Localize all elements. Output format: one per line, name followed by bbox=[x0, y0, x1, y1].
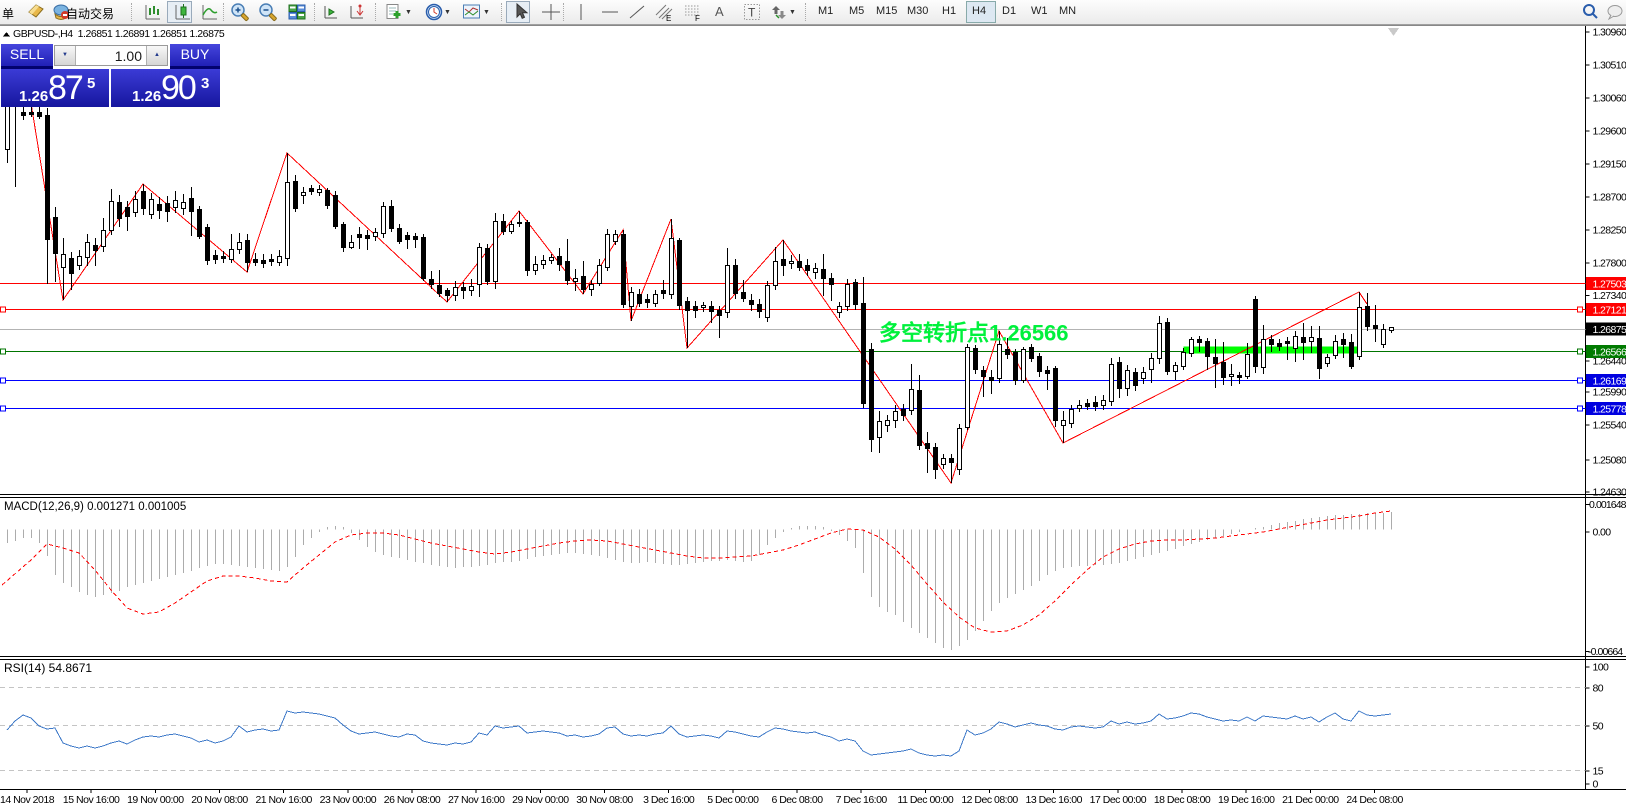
svg-text:1.29150: 1.29150 bbox=[1593, 159, 1626, 171]
svg-text:23 Nov 00:00: 23 Nov 00:00 bbox=[320, 794, 377, 806]
svg-text:E: E bbox=[666, 14, 671, 22]
svg-text:1.27121: 1.27121 bbox=[1593, 305, 1626, 317]
svg-text:17 Dec 00:00: 17 Dec 00:00 bbox=[1090, 794, 1147, 806]
svg-text:MACD(12,26,9) 0.001271 0.00100: MACD(12,26,9) 0.001271 0.001005 bbox=[4, 501, 186, 513]
svg-text:27 Nov 16:00: 27 Nov 16:00 bbox=[448, 794, 505, 806]
svg-text:19 Dec 16:00: 19 Dec 16:00 bbox=[1218, 794, 1275, 806]
svg-text:13 Dec 16:00: 13 Dec 16:00 bbox=[1025, 794, 1082, 806]
svg-text:T: T bbox=[748, 6, 756, 20]
svg-text:24 Dec 08:00: 24 Dec 08:00 bbox=[1346, 794, 1403, 806]
svg-text:29 Nov 00:00: 29 Nov 00:00 bbox=[512, 794, 569, 806]
svg-text:1.26440: 1.26440 bbox=[1593, 356, 1626, 368]
svg-text:GBPUSD-,H4 1.26851 1.26891 1.: GBPUSD-,H4 1.26851 1.26891 1.26851 1.268… bbox=[13, 28, 225, 40]
svg-text:-0.00664: -0.00664 bbox=[1588, 646, 1623, 658]
svg-text:1.26169: 1.26169 bbox=[1593, 376, 1626, 388]
svg-text:0.00: 0.00 bbox=[1593, 527, 1612, 539]
svg-text:1.30060: 1.30060 bbox=[1593, 93, 1626, 105]
svg-text:0: 0 bbox=[1593, 779, 1599, 791]
svg-text:80: 80 bbox=[1593, 683, 1604, 695]
svg-text:1.27503: 1.27503 bbox=[1593, 279, 1626, 291]
svg-text:18 Dec 08:00: 18 Dec 08:00 bbox=[1154, 794, 1211, 806]
svg-text:12 Dec 08:00: 12 Dec 08:00 bbox=[961, 794, 1018, 806]
svg-text:19 Nov 00:00: 19 Nov 00:00 bbox=[127, 794, 184, 806]
svg-text:1.28250: 1.28250 bbox=[1593, 225, 1626, 237]
svg-text:5 Dec 00:00: 5 Dec 00:00 bbox=[707, 794, 759, 806]
svg-text:11 Dec 00:00: 11 Dec 00:00 bbox=[898, 794, 954, 806]
svg-text:1.26875: 1.26875 bbox=[1593, 324, 1626, 336]
svg-text:3 Dec 16:00: 3 Dec 16:00 bbox=[643, 794, 695, 806]
svg-text:100: 100 bbox=[1593, 662, 1609, 674]
svg-text:21 Dec 00:00: 21 Dec 00:00 bbox=[1282, 794, 1339, 806]
svg-text:1.27340: 1.27340 bbox=[1593, 290, 1626, 302]
svg-text:1.30510: 1.30510 bbox=[1593, 60, 1626, 72]
svg-text:1.27800: 1.27800 bbox=[1593, 258, 1626, 270]
svg-text:RSI(14) 54.8671: RSI(14) 54.8671 bbox=[4, 661, 92, 675]
svg-text:14 Nov 2018: 14 Nov 2018 bbox=[0, 794, 55, 806]
svg-text:20 Nov 08:00: 20 Nov 08:00 bbox=[191, 794, 248, 806]
svg-text:1.25540: 1.25540 bbox=[1593, 420, 1626, 432]
svg-text:0.001648: 0.001648 bbox=[1589, 499, 1626, 511]
svg-text:50: 50 bbox=[1593, 721, 1604, 733]
svg-text:1.25990: 1.25990 bbox=[1593, 387, 1626, 399]
svg-text:6 Dec 08:00: 6 Dec 08:00 bbox=[771, 794, 823, 806]
svg-text:26 Nov 08:00: 26 Nov 08:00 bbox=[384, 794, 441, 806]
svg-text:F: F bbox=[695, 14, 700, 22]
svg-text:1.25778: 1.25778 bbox=[1593, 404, 1626, 416]
svg-text:1.28700: 1.28700 bbox=[1593, 192, 1626, 204]
svg-text:1.29600: 1.29600 bbox=[1593, 126, 1626, 138]
svg-text:1.24630: 1.24630 bbox=[1593, 487, 1626, 499]
svg-text:7 Dec 16:00: 7 Dec 16:00 bbox=[836, 794, 888, 806]
svg-text:1.26566: 1.26566 bbox=[1593, 347, 1626, 359]
svg-text:21 Nov 16:00: 21 Nov 16:00 bbox=[255, 794, 312, 806]
svg-text:15: 15 bbox=[1593, 766, 1604, 778]
svg-text:多空转折点1.26566: 多空转折点1.26566 bbox=[879, 321, 1069, 346]
svg-text:1.25080: 1.25080 bbox=[1593, 455, 1626, 467]
svg-text:1.30960: 1.30960 bbox=[1593, 27, 1626, 39]
svg-text:15 Nov 16:00: 15 Nov 16:00 bbox=[63, 794, 120, 806]
svg-text:30 Nov 08:00: 30 Nov 08:00 bbox=[576, 794, 633, 806]
